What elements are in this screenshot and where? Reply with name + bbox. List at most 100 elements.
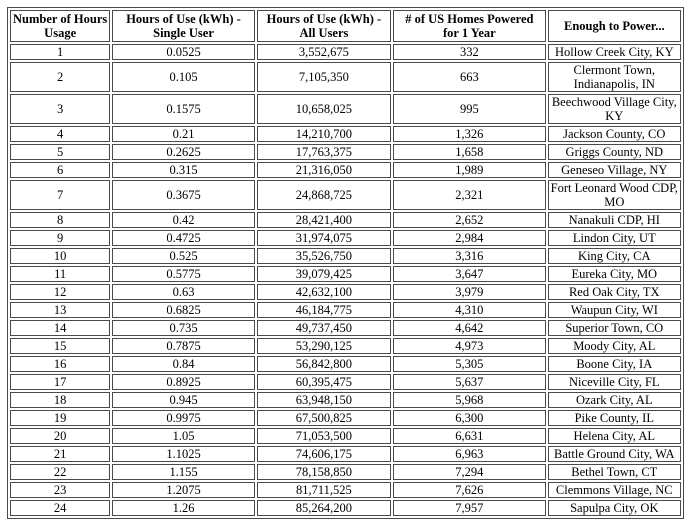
table-cell-enough-to-power: Sapulpa City, OK — [547, 500, 681, 516]
table-cell-kwh-single-user: 0.525 — [112, 248, 255, 264]
table-cell-enough-to-power: Geneseo Village, NY — [547, 162, 681, 178]
table-cell-kwh-single-user: 0.6825 — [112, 302, 255, 318]
table-cell-enough-to-power: Beechwood Village City, KY — [547, 94, 681, 124]
table-cell-enough-to-power: Clemmons Village, NC — [547, 482, 681, 498]
table-cell-homes-powered: 3,316 — [393, 248, 546, 264]
table-cell-hours-usage: 10 — [10, 248, 111, 264]
table-cell-homes-powered: 5,305 — [393, 356, 546, 372]
table-cell-kwh-single-user: 1.05 — [112, 428, 255, 444]
table-cell-enough-to-power: Helena City, AL — [547, 428, 681, 444]
table-cell-homes-powered: 5,637 — [393, 374, 546, 390]
table-cell-hours-usage: 2 — [10, 62, 111, 92]
column-header-kwh-all-users: Hours of Use (kWh) - All Users — [256, 10, 392, 42]
table-cell-homes-powered: 3,647 — [393, 266, 546, 282]
column-header-kwh-single-user: Hours of Use (kWh) - Single User — [112, 10, 255, 42]
table-body: 1 0.0525 3,552,675 332 Hollow Creek City, KY… — [10, 44, 681, 516]
table-cell-homes-powered: 2,984 — [393, 230, 546, 246]
table-cell-hours-usage: 18 — [10, 392, 111, 408]
table-cell-homes-powered: 6,963 — [393, 446, 546, 462]
table-cell-kwh-all-users: 14,210,700 — [256, 126, 392, 142]
table-cell-kwh-all-users: 10,658,025 — [256, 94, 392, 124]
table-cell-kwh-all-users: 74,606,175 — [256, 446, 392, 462]
table-cell-homes-powered: 332 — [393, 44, 546, 60]
table-cell-kwh-single-user: 0.9975 — [112, 410, 255, 426]
table-cell-hours-usage: 5 — [10, 144, 111, 160]
table-cell-kwh-all-users: 85,264,200 — [256, 500, 392, 516]
table-cell-kwh-single-user: 0.84 — [112, 356, 255, 372]
table-row: 22 1.155 78,158,850 7,294 Bethel Town, CT — [10, 464, 681, 480]
table-cell-enough-to-power: Niceville City, FL — [547, 374, 681, 390]
table-header-row: Number of Hours Usage Hours of Use (kWh)… — [10, 10, 681, 42]
table-cell-hours-usage: 22 — [10, 464, 111, 480]
table-cell-enough-to-power: Red Oak City, TX — [547, 284, 681, 300]
table-cell-kwh-single-user: 0.7875 — [112, 338, 255, 354]
table-cell-hours-usage: 17 — [10, 374, 111, 390]
table-cell-kwh-single-user: 0.42 — [112, 212, 255, 228]
table-cell-homes-powered: 4,973 — [393, 338, 546, 354]
table-cell-enough-to-power: Nanakuli CDP, HI — [547, 212, 681, 228]
table-row: 10 0.525 35,526,750 3,316 King City, CA — [10, 248, 681, 264]
table-cell-kwh-all-users: 7,105,350 — [256, 62, 392, 92]
table-cell-hours-usage: 23 — [10, 482, 111, 498]
table-row: 24 1.26 85,264,200 7,957 Sapulpa City, OK — [10, 500, 681, 516]
table-cell-kwh-single-user: 1.155 — [112, 464, 255, 480]
table-row: 21 1.1025 74,606,175 6,963 Battle Ground Cit… — [10, 446, 681, 462]
table-cell-enough-to-power: Jackson County, CO — [547, 126, 681, 142]
table-cell-kwh-all-users: 31,974,075 — [256, 230, 392, 246]
table-cell-hours-usage: 12 — [10, 284, 111, 300]
table-cell-enough-to-power: Griggs County, ND — [547, 144, 681, 160]
table-cell-kwh-single-user: 0.735 — [112, 320, 255, 336]
table-cell-kwh-all-users: 28,421,400 — [256, 212, 392, 228]
table-cell-homes-powered: 7,294 — [393, 464, 546, 480]
table-cell-kwh-single-user: 1.1025 — [112, 446, 255, 462]
table-cell-hours-usage: 14 — [10, 320, 111, 336]
table-cell-kwh-all-users: 53,290,125 — [256, 338, 392, 354]
table-cell-homes-powered: 4,642 — [393, 320, 546, 336]
table-cell-homes-powered: 5,968 — [393, 392, 546, 408]
table-cell-kwh-single-user: 0.4725 — [112, 230, 255, 246]
table-cell-kwh-single-user: 0.0525 — [112, 44, 255, 60]
table-cell-homes-powered: 2,652 — [393, 212, 546, 228]
table-cell-homes-powered: 995 — [393, 94, 546, 124]
table-cell-homes-powered: 6,300 — [393, 410, 546, 426]
table-cell-homes-powered: 7,957 — [393, 500, 546, 516]
table-cell-kwh-single-user: 0.315 — [112, 162, 255, 178]
table-cell-enough-to-power: Clermont Town, Indianapolis, IN — [547, 62, 681, 92]
table-cell-enough-to-power: Superior Town, CO — [547, 320, 681, 336]
table-cell-enough-to-power: Battle Ground City, WA — [547, 446, 681, 462]
table-row: 23 1.2075 81,711,525 7,626 Clemmons Village,… — [10, 482, 681, 498]
table-cell-kwh-single-user: 0.21 — [112, 126, 255, 142]
table-row: 14 0.735 49,737,450 4,642 Superior Town, CO — [10, 320, 681, 336]
column-header-hours-usage: Number of Hours Usage — [10, 10, 111, 42]
table-cell-kwh-all-users: 63,948,150 — [256, 392, 392, 408]
hours-usage-table: Number of Hours Usage Hours of Use (kWh)… — [7, 7, 684, 519]
table-row: 5 0.2625 17,763,375 1,658 Griggs County, ND — [10, 144, 681, 160]
table-row: 17 0.8925 60,395,475 5,637 Niceville City, F… — [10, 374, 681, 390]
table-cell-enough-to-power: Eureka City, MO — [547, 266, 681, 282]
table-cell-enough-to-power: Lindon City, UT — [547, 230, 681, 246]
table-cell-enough-to-power: Fort Leonard Wood CDP, MO — [547, 180, 681, 210]
table-row: 8 0.42 28,421,400 2,652 Nanakuli CDP, HI — [10, 212, 681, 228]
table-cell-kwh-all-users: 3,552,675 — [256, 44, 392, 60]
table-cell-hours-usage: 20 — [10, 428, 111, 444]
table-cell-enough-to-power: Pike County, IL — [547, 410, 681, 426]
table-cell-homes-powered: 1,326 — [393, 126, 546, 142]
table-row: 13 0.6825 46,184,775 4,310 Waupun City, WI — [10, 302, 681, 318]
table-cell-hours-usage: 16 — [10, 356, 111, 372]
table-cell-kwh-single-user: 0.5775 — [112, 266, 255, 282]
table-row: 11 0.5775 39,079,425 3,647 Eureka City, MO — [10, 266, 681, 282]
table-cell-kwh-single-user: 1.2075 — [112, 482, 255, 498]
table-cell-kwh-all-users: 49,737,450 — [256, 320, 392, 336]
table-row: 19 0.9975 67,500,825 6,300 Pike County, IL — [10, 410, 681, 426]
table-cell-kwh-all-users: 60,395,475 — [256, 374, 392, 390]
table-cell-hours-usage: 21 — [10, 446, 111, 462]
table-cell-kwh-all-users: 39,079,425 — [256, 266, 392, 282]
table-cell-hours-usage: 19 — [10, 410, 111, 426]
table-cell-enough-to-power: Bethel Town, CT — [547, 464, 681, 480]
table-cell-hours-usage: 13 — [10, 302, 111, 318]
table-row: 9 0.4725 31,974,075 2,984 Lindon City, UT — [10, 230, 681, 246]
table-row: 7 0.3675 24,868,725 2,321 Fort Leonard Wood … — [10, 180, 681, 210]
table-cell-kwh-all-users: 24,868,725 — [256, 180, 392, 210]
table-cell-kwh-all-users: 81,711,525 — [256, 482, 392, 498]
table-row: 1 0.0525 3,552,675 332 Hollow Creek City, KY — [10, 44, 681, 60]
